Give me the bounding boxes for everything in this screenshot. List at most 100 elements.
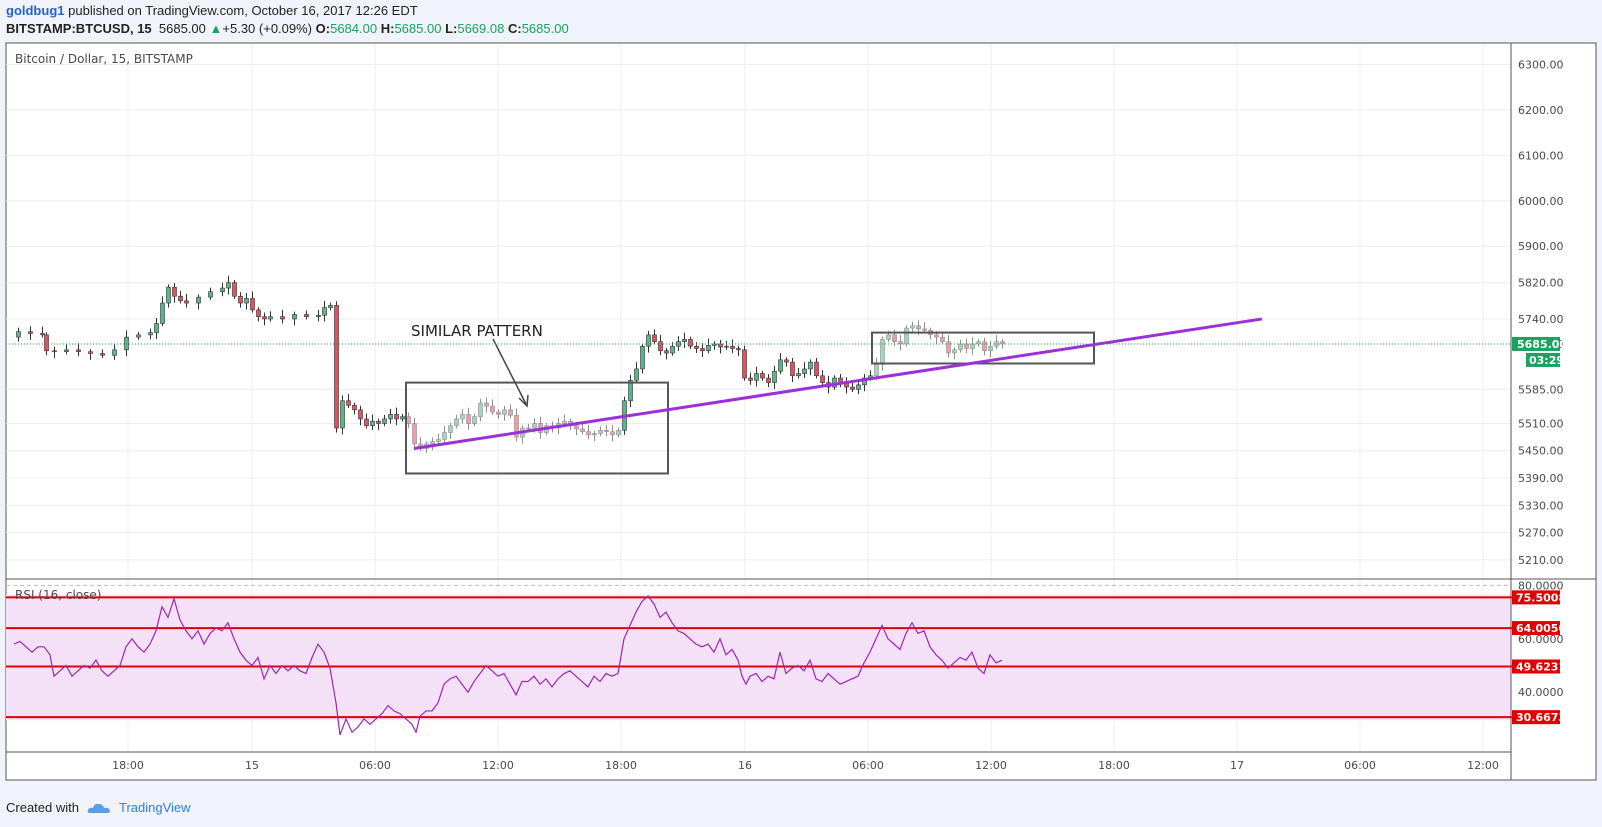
price-tick-label: 5820.00 (1518, 277, 1564, 290)
drawings-layer (6, 317, 1511, 475)
candle (682, 332, 687, 349)
candle (634, 362, 639, 384)
price-tick-label: 6300.00 (1518, 58, 1564, 71)
candle-body (970, 343, 975, 349)
candle-body (502, 409, 507, 415)
candle (172, 283, 177, 303)
candle (52, 346, 57, 359)
candle (226, 275, 231, 295)
candle-body (856, 384, 861, 390)
time-tick-label: 06:00 (852, 759, 884, 772)
candle-body (658, 341, 663, 352)
candle (748, 372, 753, 385)
candle-body (820, 375, 825, 383)
candle (256, 307, 261, 322)
candle (376, 418, 381, 430)
candle-body (208, 291, 213, 298)
time-axis[interactable]: 18:00 15 06:00 12:00 18:00 16 06:00 12:00 18:00 1… (112, 759, 1499, 772)
candle-body (850, 386, 855, 390)
candle (508, 404, 513, 419)
candle-body (478, 402, 483, 417)
open-value: 5684.00 (330, 21, 378, 36)
candle (952, 347, 957, 360)
candle-body (736, 348, 741, 351)
price-tag-label: 5685.00 (1517, 338, 1567, 351)
candle-body (454, 418, 459, 427)
candle-body (148, 332, 153, 336)
chart-canvas[interactable]: 75.5008 64.0050 49.6231 30.6673 6300.00 6200… (0, 0, 1602, 800)
candle (514, 408, 519, 442)
countdown-label: 03:29 (1529, 354, 1564, 367)
candle (784, 357, 789, 367)
candle-body (802, 368, 807, 374)
candle-body (466, 414, 471, 424)
rsi-tick-label: 60.0000 (1518, 633, 1564, 646)
candle-body (574, 425, 579, 430)
close-value: 5685.00 (521, 21, 569, 36)
candle-body (328, 305, 333, 308)
candle-body (772, 370, 777, 383)
candle (334, 301, 339, 433)
candle-body (154, 323, 159, 333)
publish-line: goldbug1 published on TradingView.com, O… (6, 3, 418, 18)
pattern-annotation[interactable]: SIMILAR PATTERN (411, 322, 543, 340)
price-tick-label: 5450.00 (1518, 445, 1564, 458)
rsi-legend[interactable]: RSI (16, close) (15, 588, 101, 602)
candle-body (244, 298, 249, 304)
price-axis[interactable]: 6300.00 6200.00 6100.00 6000.00 5900.00 5820.… (1512, 58, 1567, 699)
candle-body (184, 300, 189, 304)
candle (478, 398, 483, 422)
price-tick-label: 5390.00 (1518, 472, 1564, 485)
candle-body (892, 334, 897, 342)
time-tick-label: 06:00 (1344, 759, 1376, 772)
candle (136, 332, 141, 340)
candle-body (376, 420, 381, 424)
candle-body (796, 373, 801, 377)
rsi-level-tag (1512, 659, 1560, 674)
candle (652, 329, 657, 345)
price-tick-label: 5900.00 (1518, 240, 1564, 253)
candle (760, 370, 765, 381)
candle-body (322, 307, 327, 316)
main-legend[interactable]: Bitcoin / Dollar, 15, BITSTAMP (15, 52, 193, 66)
tradingview-link[interactable]: TradingView (118, 800, 191, 815)
candle-body (196, 296, 201, 304)
candle-body (700, 348, 705, 352)
price-tick-label: 6000.00 (1518, 195, 1564, 208)
candle (910, 321, 915, 333)
candle (688, 336, 693, 349)
candle (772, 365, 777, 389)
candle-body (136, 334, 141, 338)
candle-body (688, 339, 693, 347)
candle (16, 327, 21, 342)
candle-body (580, 428, 585, 432)
candle-body (940, 336, 945, 342)
candle (220, 282, 225, 297)
pattern-box (871, 331, 1095, 365)
candle (268, 311, 273, 322)
candle (430, 437, 435, 451)
change-value: +5.30 (+0.09%) (222, 21, 313, 36)
annotation-arrow (492, 338, 527, 405)
candle-body (952, 349, 957, 354)
candle-body (724, 345, 729, 348)
candle (328, 302, 333, 311)
candle-body (400, 416, 405, 420)
candle (598, 426, 603, 437)
candle (592, 430, 597, 442)
candle-body (442, 432, 447, 440)
candle (244, 293, 249, 310)
candle-body (640, 345, 645, 370)
candle-body (808, 361, 813, 370)
rsi-tick-label: 80.0000 (1518, 579, 1564, 592)
candle-body (160, 302, 165, 324)
candle-body (334, 305, 339, 429)
candle (856, 382, 861, 394)
candle-body (364, 418, 369, 427)
candle-body (982, 341, 987, 352)
rsi-level-tag (1512, 621, 1560, 636)
price-tick-label: 5270.00 (1518, 527, 1564, 540)
author-link[interactable]: goldbug1 (6, 3, 65, 18)
candle-body (922, 328, 927, 331)
candle (502, 405, 507, 421)
